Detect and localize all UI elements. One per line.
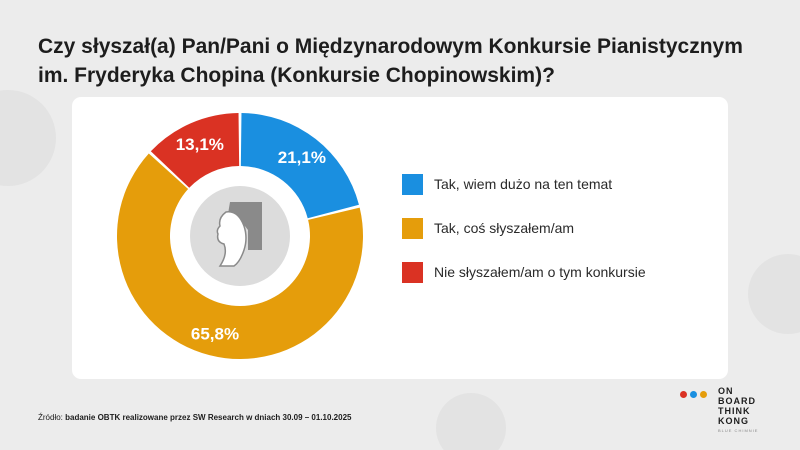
source-text: badanie OBTK realizowane przez SW Resear… [65,413,352,422]
slice-tak-duzo [240,113,359,219]
onboard-think-kong-logo: ON BOARD THINK KONG BLUE CHIMNIE [680,386,760,440]
chopin-piano-icon [216,202,262,267]
logo-line: ON [718,386,734,396]
logo-line: THINK [718,406,751,416]
donut-chart: 21,1% 65,8% 13,1% [116,113,363,360]
decor-circle-left [0,90,56,186]
logo-dot-orange [700,391,707,398]
legend-label: Nie słyszałem/am o tym konkursie [434,264,646,280]
decor-circle-right [748,254,800,334]
decor-circle-bottom [436,393,506,450]
slice-tak-cos [116,153,363,360]
slice-value-label: 65,8% [191,324,239,343]
slice-value-label: 13,1% [176,135,224,154]
source-prefix: Źródło: [38,413,66,422]
chart-legend: Tak, wiem dużo na ten temat Tak, coś sły… [402,173,646,305]
legend-swatch-red [402,261,423,283]
legend-item-tak-duzo: Tak, wiem dużo na ten temat [402,173,646,195]
logo-dot-red [680,391,687,398]
slice-nie [150,113,240,188]
logo-subtext: BLUE CHIMNIE [718,428,759,433]
logo-text: ON BOARD THINK KONG [718,386,756,426]
chart-title: Czy słyszał(a) Pan/Pani o Międzynarodowy… [38,35,743,87]
legend-swatch-orange [402,217,423,239]
chart-card: 21,1% 65,8% 13,1% Tak, wiem dużo na ten te… [72,97,728,379]
logo-line: BOARD [718,396,756,406]
legend-item-tak-cos: Tak, coś słyszałem/am [402,217,646,239]
logo-dot-blue [690,391,697,398]
logo-line: KONG [718,416,749,426]
legend-label: Tak, wiem dużo na ten temat [434,176,613,192]
source-note: Źródło: badanie OBTK realizowane przez S… [38,413,351,422]
legend-item-nie: Nie słyszałem/am o tym konkursie [402,261,646,283]
legend-swatch-blue [402,173,423,195]
legend-label: Tak, coś słyszałem/am [434,220,575,236]
slice-value-label: 21,1% [278,148,326,167]
